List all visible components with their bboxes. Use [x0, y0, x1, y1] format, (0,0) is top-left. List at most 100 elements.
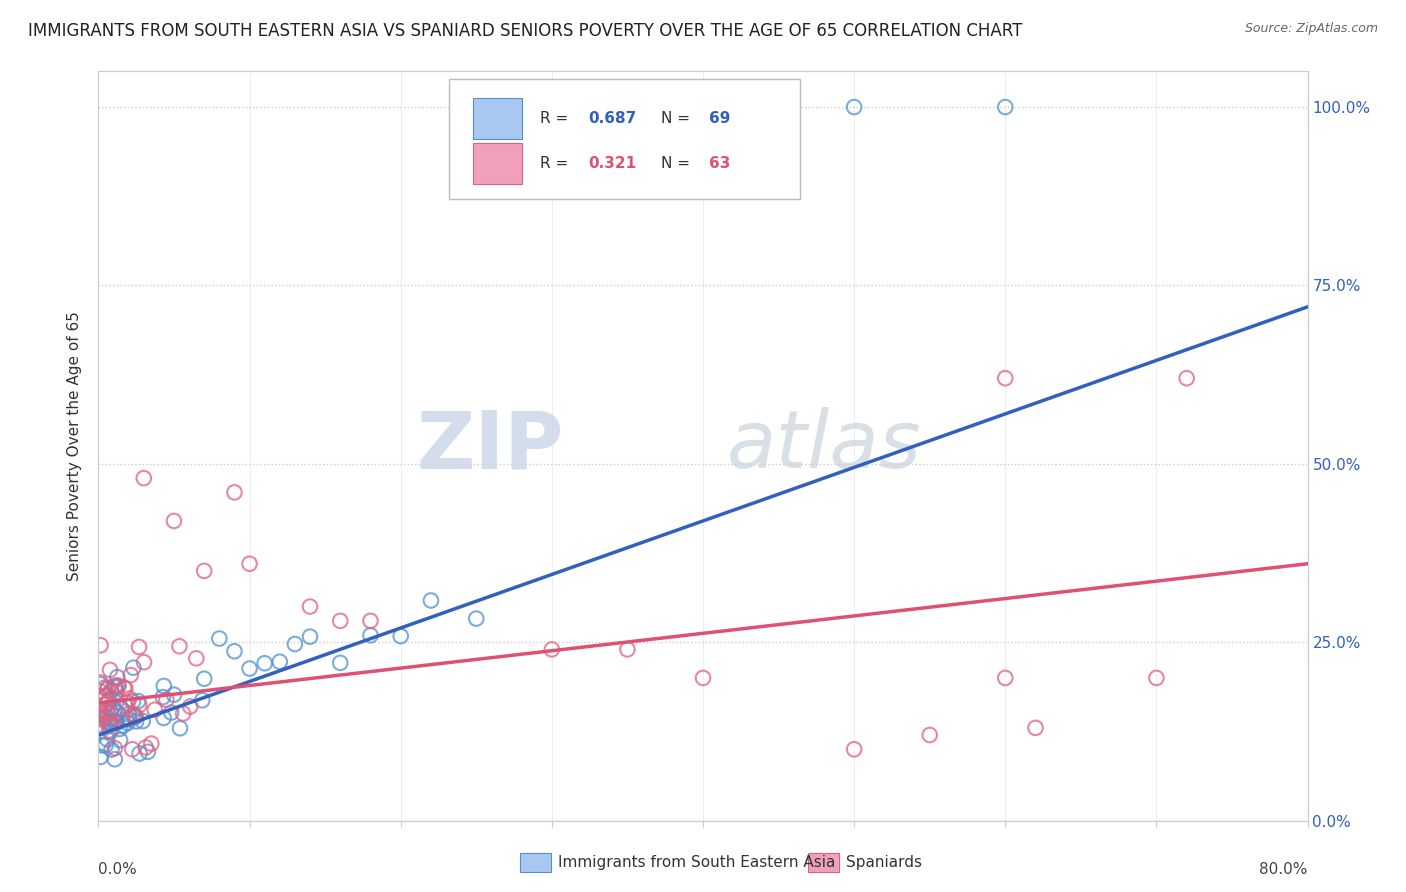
Point [105, 670, 128, 684]
Point [253, 657, 276, 671]
Point [89, 708, 111, 723]
Point [107, 679, 129, 693]
Point [1175, 371, 1198, 385]
Point [136, 745, 159, 759]
Text: Source: ZipAtlas.com: Source: ZipAtlas.com [1244, 22, 1378, 36]
Point [284, 637, 307, 651]
Bar [474, 143, 522, 184]
Point [105, 706, 128, 720]
Point [115, 712, 138, 726]
Text: N =: N = [661, 156, 695, 171]
Point [160, 706, 183, 720]
Point [120, 668, 142, 682]
Point [692, 671, 714, 685]
Text: Spaniards: Spaniards [846, 855, 922, 870]
Point [94, 721, 117, 735]
Point [121, 742, 143, 756]
Text: 69: 69 [709, 112, 731, 126]
Point [186, 651, 208, 665]
Point [108, 722, 131, 736]
Point [152, 690, 174, 705]
Point [89, 711, 111, 725]
Point [193, 564, 215, 578]
Point [90, 638, 112, 652]
Point [97, 723, 120, 738]
Point [118, 712, 141, 726]
Text: Immigrants from South Eastern Asia: Immigrants from South Eastern Asia [558, 855, 835, 870]
Point [100, 705, 122, 719]
Point [103, 703, 125, 717]
Point [112, 681, 135, 695]
Point [994, 371, 1017, 385]
Point [105, 715, 128, 730]
Text: R =: R = [540, 112, 572, 126]
Bar [474, 97, 522, 139]
Point [132, 655, 155, 669]
Point [93, 681, 115, 695]
Point [97, 681, 120, 695]
Point [122, 661, 145, 675]
Text: 63: 63 [709, 156, 731, 171]
Point [141, 737, 163, 751]
Point [132, 714, 155, 728]
Point [91, 739, 114, 753]
Point [105, 696, 128, 710]
Point [299, 599, 322, 614]
Point [117, 696, 139, 710]
Point [89, 706, 111, 721]
Point [163, 688, 186, 702]
Point [89, 703, 111, 717]
Point [98, 663, 121, 677]
Point [153, 679, 176, 693]
Point [98, 717, 121, 731]
Point [105, 685, 128, 699]
Point [104, 715, 127, 730]
Point [179, 699, 201, 714]
Point [96, 732, 118, 747]
Text: N =: N = [661, 112, 695, 126]
Point [224, 644, 246, 658]
Point [112, 718, 135, 732]
Point [104, 741, 127, 756]
Point [208, 632, 231, 646]
Point [132, 471, 155, 485]
Point [163, 514, 186, 528]
Point [540, 642, 562, 657]
Point [96, 705, 118, 719]
Point [191, 693, 214, 707]
Point [100, 717, 122, 731]
Point [465, 611, 488, 625]
Point [420, 593, 443, 607]
Point [918, 728, 941, 742]
Point [93, 713, 115, 727]
Point [108, 733, 131, 747]
Point [117, 707, 139, 722]
Point [128, 698, 150, 712]
Point [89, 677, 111, 691]
Point [100, 742, 122, 756]
Point [269, 655, 291, 669]
Point [1144, 671, 1167, 685]
Point [100, 706, 122, 720]
Point [994, 671, 1017, 685]
Text: ZIP: ZIP [416, 407, 564, 485]
Point [94, 698, 117, 712]
Point [329, 614, 352, 628]
Point [110, 701, 132, 715]
Point [118, 691, 141, 706]
Point [143, 703, 166, 717]
FancyBboxPatch shape [449, 78, 800, 199]
Point [1024, 721, 1046, 735]
Text: atlas: atlas [727, 407, 921, 485]
Point [122, 707, 145, 722]
Point [96, 710, 118, 724]
Point [844, 100, 866, 114]
Point [125, 709, 148, 723]
Point [299, 630, 322, 644]
Text: R =: R = [540, 156, 572, 171]
Y-axis label: Seniors Poverty Over the Age of 65: Seniors Poverty Over the Age of 65 [67, 311, 83, 581]
Point [101, 700, 124, 714]
Point [128, 640, 150, 654]
Point [135, 740, 157, 755]
Point [89, 675, 111, 690]
